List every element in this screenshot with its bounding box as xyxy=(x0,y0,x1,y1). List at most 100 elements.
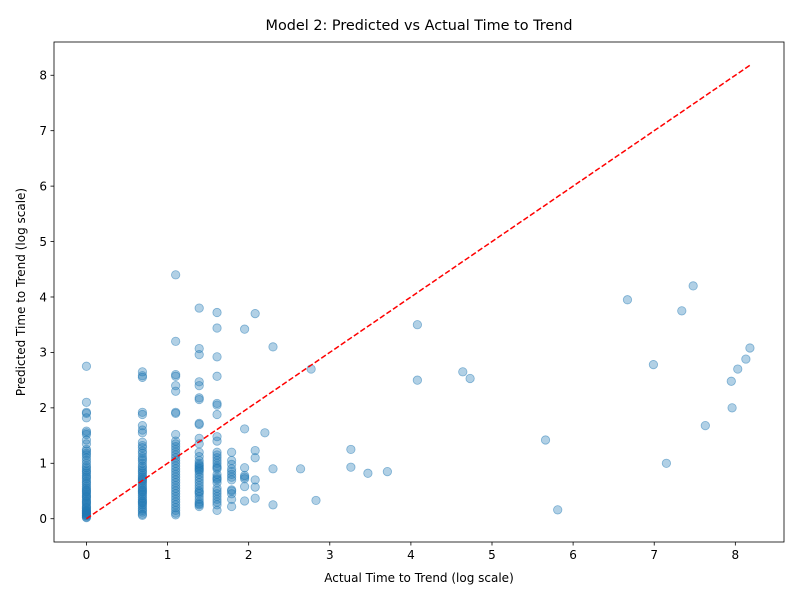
data-point xyxy=(745,343,755,353)
data-point xyxy=(268,500,278,510)
data-point xyxy=(553,505,563,515)
data-point xyxy=(240,324,250,334)
data-point xyxy=(733,364,743,374)
y-axis-label: Predicted Time to Trend (log scale) xyxy=(14,188,28,396)
data-point xyxy=(363,468,373,478)
data-point xyxy=(648,360,659,370)
x-tick-label: 0 xyxy=(83,548,91,562)
chart-title: Model 2: Predicted vs Actual Time to Tre… xyxy=(266,18,573,34)
data-point xyxy=(137,407,148,417)
data-point xyxy=(227,475,237,485)
data-point xyxy=(81,413,92,423)
x-tick-label: 7 xyxy=(650,548,658,562)
data-point xyxy=(260,428,270,438)
data-point xyxy=(81,506,92,516)
data-point xyxy=(412,375,422,385)
data-point xyxy=(268,342,278,352)
data-point xyxy=(171,386,181,396)
y-tick-label: 2 xyxy=(39,401,47,415)
data-point xyxy=(306,364,316,374)
x-tick-label: 3 xyxy=(326,548,334,562)
data-point xyxy=(727,403,737,413)
x-tick-label: 1 xyxy=(164,548,172,562)
data-point xyxy=(622,295,633,305)
data-point xyxy=(194,394,204,405)
data-point xyxy=(700,420,710,431)
data-point xyxy=(458,367,468,377)
data-point xyxy=(250,453,260,463)
data-point xyxy=(137,425,148,435)
data-point xyxy=(382,466,392,477)
data-point xyxy=(212,409,222,420)
y-axis-ticks: 0 1 2 3 4 5 6 7 8 xyxy=(39,69,54,526)
data-point xyxy=(227,501,237,512)
data-point xyxy=(346,462,356,472)
data-point xyxy=(171,336,181,346)
y-tick-label: 1 xyxy=(39,457,47,471)
data-point xyxy=(227,494,237,504)
data-point xyxy=(171,408,181,418)
data-point xyxy=(311,495,321,506)
x-tick-label: 2 xyxy=(245,548,253,562)
y-tick-label: 6 xyxy=(39,179,47,193)
data-point xyxy=(240,496,250,506)
y-tick-label: 8 xyxy=(39,69,47,83)
y-tick-label: 7 xyxy=(39,124,47,138)
y-tick-label: 5 xyxy=(39,235,47,249)
data-point xyxy=(688,281,698,291)
x-tick-label: 8 xyxy=(732,548,740,562)
x-tick-label: 6 xyxy=(569,548,577,562)
data-point xyxy=(240,481,250,492)
data-point xyxy=(295,464,306,474)
data-point xyxy=(212,371,222,381)
data-point xyxy=(137,510,148,520)
data-point xyxy=(81,486,92,496)
data-point xyxy=(137,409,148,420)
data-point xyxy=(240,463,250,473)
data-point xyxy=(171,510,181,520)
data-point xyxy=(250,445,260,456)
data-point xyxy=(194,303,204,313)
x-tick-label: 5 xyxy=(488,548,496,562)
data-point xyxy=(194,419,204,430)
data-point xyxy=(250,482,260,492)
data-point xyxy=(412,320,422,330)
data-point xyxy=(137,428,148,438)
data-point xyxy=(540,435,551,445)
data-point xyxy=(212,323,222,333)
data-point xyxy=(212,400,222,410)
data-point xyxy=(741,354,751,364)
data-point xyxy=(677,306,687,316)
data-point xyxy=(81,361,92,371)
x-axis-ticks: 0 1 2 3 4 5 6 7 8 xyxy=(83,542,740,562)
data-point xyxy=(81,397,92,407)
x-axis-label: Actual Time to Trend (log scale) xyxy=(324,571,514,585)
data-point xyxy=(250,475,260,485)
data-point xyxy=(137,507,148,517)
data-point xyxy=(212,307,222,318)
y-tick-label: 3 xyxy=(39,346,47,360)
data-point xyxy=(171,270,181,280)
data-point xyxy=(137,372,148,382)
data-point xyxy=(465,373,475,384)
data-point xyxy=(194,381,204,391)
data-point xyxy=(661,458,671,468)
data-point xyxy=(227,447,237,457)
y-tick-label: 0 xyxy=(39,512,47,526)
data-point xyxy=(250,309,260,319)
x-tick-label: 4 xyxy=(407,548,415,562)
data-point xyxy=(726,376,736,386)
y-tick-label: 4 xyxy=(39,290,47,304)
data-point xyxy=(171,371,181,381)
data-point xyxy=(194,350,204,360)
data-point xyxy=(240,474,250,484)
data-point xyxy=(194,501,204,512)
data-point xyxy=(171,429,181,440)
data-point xyxy=(250,493,260,503)
data-point xyxy=(81,508,92,518)
data-point xyxy=(346,444,356,455)
plot-area-frame xyxy=(53,41,785,543)
